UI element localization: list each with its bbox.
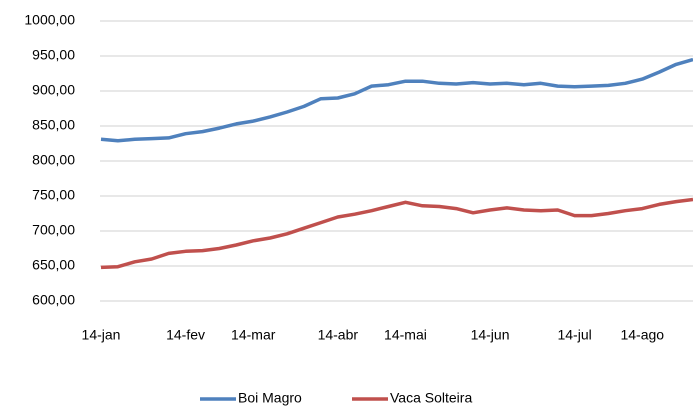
y-tick-label: 900,00 [32,82,75,98]
line-series [100,197,693,270]
y-tick-label: 850,00 [32,117,75,133]
line-series [100,57,693,143]
y-tick-label: 1000,00 [24,12,75,28]
x-tick-label: 14-jun [471,327,510,343]
y-tick-label: 600,00 [32,292,75,308]
x-tick-label: 14-mar [231,327,276,343]
x-tick-label: 14-mai [384,327,427,343]
x-tick-label: 14-fev [166,327,205,343]
legend-label: Boi Magro [238,390,302,406]
x-tick-label: 14-ago [620,327,664,343]
y-tick-label: 700,00 [32,222,75,238]
x-tick-label: 14-abr [318,327,359,343]
x-tick-label: 14-jan [82,327,121,343]
y-tick-label: 750,00 [32,187,75,203]
y-tick-label: 950,00 [32,47,75,63]
x-tick-label: 14-jul [557,327,591,343]
y-tick-label: 800,00 [32,152,75,168]
legend-label: Vaca Solteira [390,390,472,406]
y-tick-label: 650,00 [32,257,75,273]
